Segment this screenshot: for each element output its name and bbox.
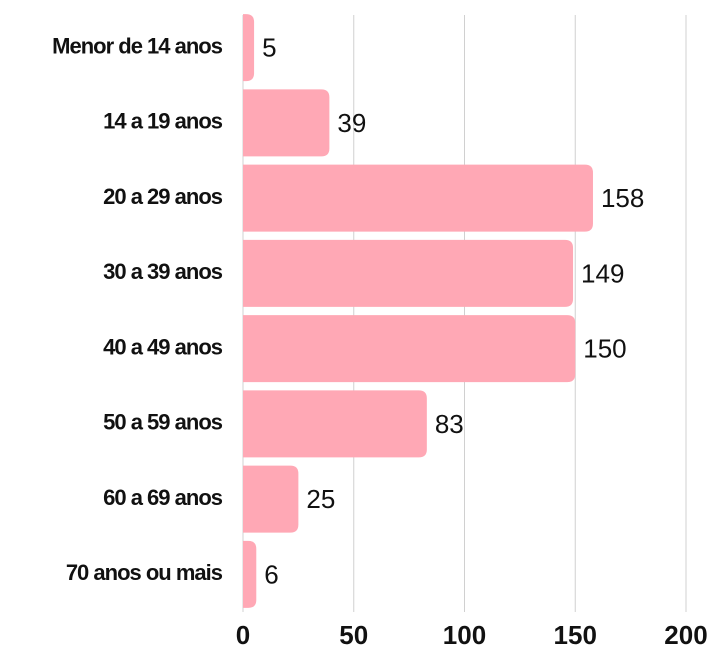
category-label: 50 a 59 anos [103, 410, 223, 435]
x-tick-label: 150 [554, 620, 597, 650]
x-tick-label: 50 [339, 620, 368, 650]
value-label: 5 [262, 33, 276, 63]
bar [243, 164, 593, 232]
category-label: 20 a 29 anos [103, 184, 223, 209]
value-label: 83 [435, 409, 464, 439]
bar [243, 465, 299, 533]
value-label: 6 [264, 559, 278, 589]
value-label: 149 [581, 258, 624, 288]
bar [243, 315, 576, 383]
bar [243, 540, 257, 608]
category-label: Menor de 14 anos [52, 33, 223, 58]
x-tick-label: 200 [664, 620, 707, 650]
x-tick-label: 0 [236, 620, 250, 650]
category-label: 30 a 39 anos [103, 259, 223, 284]
category-label: 60 a 69 anos [103, 485, 223, 510]
category-label: 40 a 49 anos [103, 334, 223, 359]
bar [243, 239, 574, 307]
category-label: 14 a 19 anos [103, 109, 223, 134]
value-label: 158 [601, 183, 644, 213]
bar [243, 390, 427, 458]
value-label: 39 [337, 108, 366, 138]
bar [243, 89, 330, 157]
category-label: 70 anos ou mais [66, 560, 223, 585]
bar [243, 14, 255, 82]
x-tick-label: 100 [443, 620, 486, 650]
value-label: 25 [306, 484, 335, 514]
value-label: 150 [583, 334, 626, 364]
